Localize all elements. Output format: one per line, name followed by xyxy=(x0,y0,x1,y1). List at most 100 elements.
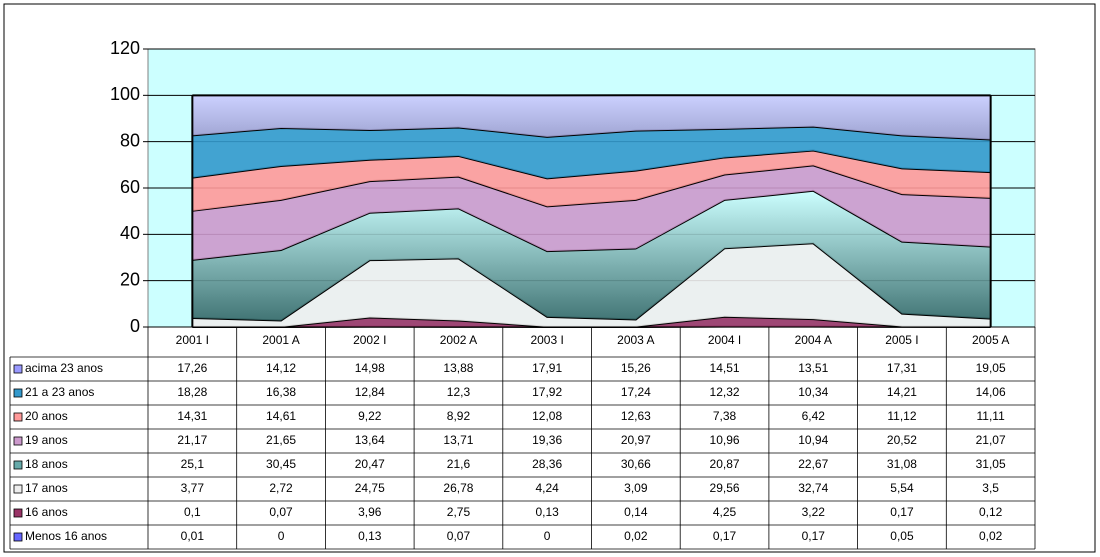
data-label: 0 xyxy=(544,529,551,543)
data-label: 30,45 xyxy=(266,457,296,471)
legend-label: acima 23 anos xyxy=(25,361,103,375)
data-label: 0,01 xyxy=(181,529,205,543)
data-label: 0,02 xyxy=(624,529,648,543)
data-label: 20,87 xyxy=(710,457,740,471)
y-tick-label: 40 xyxy=(120,223,140,243)
data-label: 10,96 xyxy=(710,433,740,447)
data-label: 26,78 xyxy=(443,481,473,495)
legend-label: 17 anos xyxy=(25,481,68,495)
data-label: 17,26 xyxy=(177,361,207,375)
area xyxy=(192,165,991,260)
data-label: 0,17 xyxy=(713,529,737,543)
data-label: 14,51 xyxy=(710,361,740,375)
x-tick-label: 2001 I xyxy=(176,333,209,347)
legend-swatch xyxy=(13,460,23,470)
y-tick-label: 120 xyxy=(110,38,140,58)
data-label: 21,07 xyxy=(976,433,1006,447)
data-label: 30,66 xyxy=(621,457,651,471)
data-label: 0,1 xyxy=(184,505,201,519)
data-label: 18,28 xyxy=(177,385,207,399)
data-label: 13,88 xyxy=(443,361,473,375)
data-label: 20,97 xyxy=(621,433,651,447)
data-label: 12,84 xyxy=(355,385,385,399)
data-label: 6,42 xyxy=(802,409,826,423)
legend-swatch xyxy=(13,388,23,398)
data-label: 4,25 xyxy=(713,505,737,519)
legend-label: 21 a 23 anos xyxy=(25,385,94,399)
data-label: 7,38 xyxy=(713,409,737,423)
y-tick-label: 80 xyxy=(120,130,140,150)
x-tick-label: 2001 A xyxy=(262,333,299,347)
data-label: 29,56 xyxy=(710,481,740,495)
x-tick-label: 2005 A xyxy=(972,333,1009,347)
legend-label: 16 anos xyxy=(25,505,68,519)
x-tick-label: 2004 I xyxy=(708,333,741,347)
data-label: 11,12 xyxy=(887,409,916,423)
data-label: 0,17 xyxy=(890,505,914,519)
data-label: 12,3 xyxy=(447,385,471,399)
y-tick-label: 60 xyxy=(120,177,140,197)
data-label: 17,91 xyxy=(532,361,562,375)
data-label: 17,92 xyxy=(532,385,562,399)
legend-label: 19 anos xyxy=(25,433,68,447)
legend-swatch xyxy=(13,412,23,422)
data-label: 0,12 xyxy=(979,505,1003,519)
data-label: 24,75 xyxy=(355,481,385,495)
data-label: 21,17 xyxy=(177,433,207,447)
data-label: 0 xyxy=(278,529,285,543)
data-label: 14,21 xyxy=(887,385,917,399)
legend-swatch xyxy=(13,508,23,518)
data-label: 14,31 xyxy=(177,409,207,423)
data-label: 3,77 xyxy=(181,481,205,495)
data-label: 14,12 xyxy=(266,361,296,375)
data-label: 10,94 xyxy=(798,433,828,447)
legend-swatch xyxy=(13,364,23,374)
data-label: 3,5 xyxy=(982,481,999,495)
data-label: 3,96 xyxy=(358,505,382,519)
x-tick-label: 2003 I xyxy=(530,333,563,347)
data-label: 17,31 xyxy=(887,361,917,375)
data-label: 2,72 xyxy=(269,481,293,495)
data-label: 0,07 xyxy=(447,529,471,543)
x-tick-label: 2002 I xyxy=(353,333,386,347)
data-label: 2,75 xyxy=(447,505,471,519)
area xyxy=(192,95,991,140)
legend-label: 18 anos xyxy=(25,457,68,471)
data-label: 3,09 xyxy=(624,481,648,495)
data-label: 0,02 xyxy=(979,529,1003,543)
data-label: 3,22 xyxy=(802,505,826,519)
x-tick-label: 2004 A xyxy=(795,333,832,347)
data-label: 0,13 xyxy=(358,529,382,543)
data-label: 14,06 xyxy=(976,385,1006,399)
legend-label: 20 anos xyxy=(25,409,68,423)
x-tick-label: 2003 A xyxy=(617,333,654,347)
data-label: 21,65 xyxy=(266,433,296,447)
legend-label: Menos 16 anos xyxy=(25,529,107,543)
legend-swatch xyxy=(13,484,23,494)
data-label: 13,71 xyxy=(443,433,473,447)
y-tick-label: 0 xyxy=(130,316,140,336)
data-label: 21,6 xyxy=(447,457,471,471)
data-label: 12,63 xyxy=(621,409,651,423)
data-label: 31,05 xyxy=(976,457,1006,471)
data-label: 19,36 xyxy=(532,433,562,447)
data-label: 0,07 xyxy=(269,505,293,519)
data-label: 10,34 xyxy=(798,385,828,399)
data-label: 0,13 xyxy=(535,505,559,519)
data-label: 0,17 xyxy=(802,529,826,543)
data-label: 12,32 xyxy=(710,385,740,399)
data-label: 11,11 xyxy=(977,409,1006,423)
y-tick-label: 100 xyxy=(110,84,140,104)
data-label: 12,08 xyxy=(532,409,562,423)
data-label: 28,36 xyxy=(532,457,562,471)
data-label: 0,05 xyxy=(890,529,914,543)
data-label: 0,14 xyxy=(624,505,648,519)
data-label: 17,24 xyxy=(621,385,651,399)
area xyxy=(192,126,991,179)
legend-swatch xyxy=(13,532,23,542)
data-label: 20,52 xyxy=(887,433,917,447)
data-label: 25,1 xyxy=(181,457,205,471)
data-label: 20,47 xyxy=(355,457,385,471)
x-tick-label: 2002 A xyxy=(440,333,477,347)
data-label: 22,67 xyxy=(798,457,828,471)
